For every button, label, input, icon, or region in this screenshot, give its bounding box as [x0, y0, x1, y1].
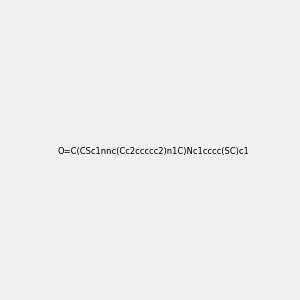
Text: O=C(CSc1nnc(Cc2ccccc2)n1C)Nc1cccc(SC)c1: O=C(CSc1nnc(Cc2ccccc2)n1C)Nc1cccc(SC)c1 [58, 147, 250, 156]
